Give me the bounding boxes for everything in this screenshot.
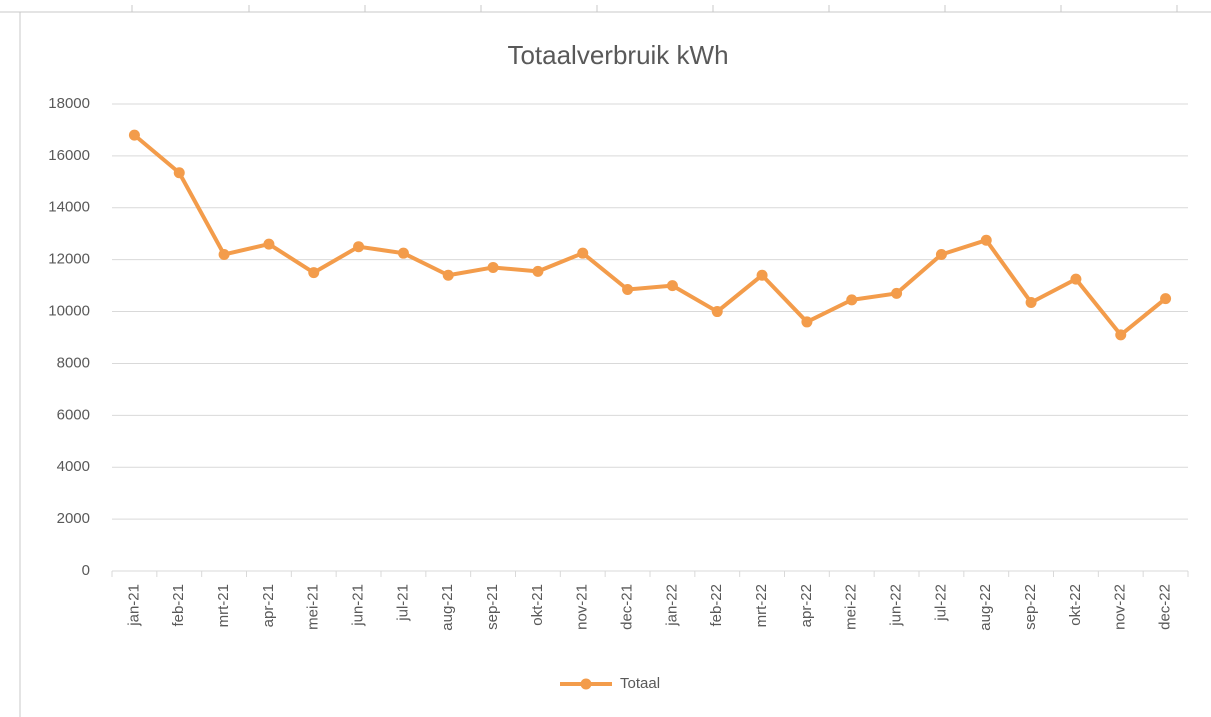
y-tick-label: 16000: [48, 147, 90, 164]
marker: [397, 247, 409, 259]
x-tick-label: mrt-21: [215, 584, 232, 627]
x-tick-label: jan-22: [663, 584, 680, 627]
marker: [1160, 293, 1172, 305]
x-tick-label: mei-21: [305, 584, 322, 630]
x-tick-label: okt-21: [529, 584, 546, 626]
marker: [1070, 273, 1082, 285]
marker: [935, 248, 947, 260]
marker: [218, 248, 230, 260]
marker: [353, 241, 365, 253]
marker: [442, 269, 454, 281]
marker: [577, 247, 589, 259]
y-tick-label: 8000: [57, 354, 90, 371]
x-tick-label: apr-22: [798, 584, 815, 627]
y-tick-label: 12000: [48, 251, 90, 268]
marker: [1025, 296, 1037, 308]
y-tick-label: 18000: [48, 95, 90, 112]
x-tick-label: sep-22: [1022, 584, 1039, 630]
marker: [666, 280, 678, 292]
x-tick-label: mei-22: [843, 584, 860, 630]
x-tick-label: nov-22: [1112, 584, 1129, 630]
x-tick-label: okt-22: [1067, 584, 1084, 626]
marker: [801, 316, 813, 328]
marker: [1115, 329, 1127, 341]
marker: [263, 238, 275, 250]
x-tick-label: dec-21: [619, 584, 636, 630]
x-tick-label: nov-21: [574, 584, 591, 630]
y-tick-label: 14000: [48, 199, 90, 216]
x-tick-label: feb-21: [170, 584, 187, 627]
legend-marker: [580, 678, 592, 690]
x-tick-label: apr-21: [260, 584, 277, 627]
marker: [487, 261, 499, 273]
x-tick-label: feb-22: [708, 584, 725, 627]
y-tick-label: 0: [82, 562, 90, 579]
x-tick-label: jul-21: [394, 584, 411, 622]
marker: [173, 167, 185, 179]
y-tick-label: 4000: [57, 458, 90, 475]
x-tick-label: jun-21: [350, 584, 367, 627]
legend-label: Totaal: [620, 675, 660, 692]
x-tick-label: aug-21: [439, 584, 456, 631]
marker: [756, 269, 768, 281]
x-tick-label: jul-22: [932, 584, 949, 622]
marker: [891, 287, 903, 299]
x-tick-label: mrt-22: [753, 584, 770, 627]
sheet-frame: [0, 5, 1211, 717]
x-tick-label: sep-21: [484, 584, 501, 630]
marker: [128, 129, 140, 141]
chart-title: Totaalverbruik kWh: [507, 40, 728, 70]
y-tick-label: 10000: [48, 303, 90, 320]
x-tick-label: jun-22: [888, 584, 905, 627]
line: [133, 133, 1167, 337]
marker: [532, 265, 544, 277]
y-tick-label: 2000: [57, 510, 90, 527]
x-tick-label: dec-22: [1157, 584, 1174, 630]
x-tick-label: aug-22: [977, 584, 994, 631]
marker: [980, 234, 992, 246]
marker: [308, 267, 320, 279]
marker: [622, 284, 634, 296]
y-tick-label: 6000: [57, 406, 90, 423]
marker: [846, 294, 858, 306]
x-tick-label: jan-21: [125, 584, 142, 627]
marker: [711, 306, 723, 318]
